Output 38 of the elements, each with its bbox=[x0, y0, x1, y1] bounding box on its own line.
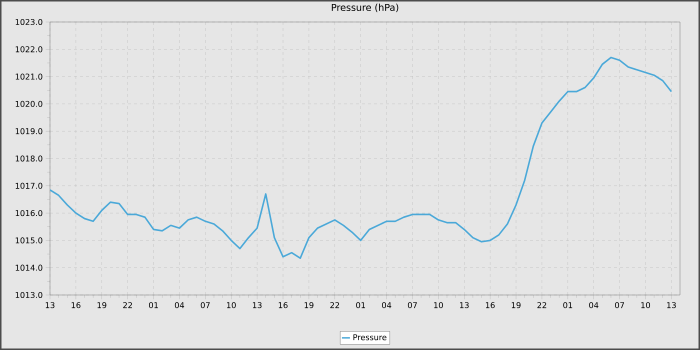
x-tick-label: 19 bbox=[512, 302, 521, 308]
x-tick-label: 22 bbox=[330, 302, 340, 308]
x-tick-label: 22 bbox=[123, 302, 132, 308]
x-tick-label: 10 bbox=[227, 302, 236, 308]
y-tick-label: 1017.0 bbox=[16, 182, 42, 189]
x-tick-label: 04 bbox=[382, 302, 392, 308]
y-tick-label: 1019.0 bbox=[16, 128, 42, 134]
chart-title: Pressure (hPa) bbox=[332, 4, 398, 12]
x-tick-label: 13 bbox=[460, 302, 469, 308]
y-tick-label: 1023.0 bbox=[16, 18, 42, 26]
y-tick-label: 1021.0 bbox=[16, 74, 42, 80]
x-tick-label: 01 bbox=[356, 302, 366, 308]
x-tick-label: 10 bbox=[434, 302, 443, 308]
y-tick-label: 1020.0 bbox=[16, 100, 42, 107]
y-tick-label: 1013.0 bbox=[16, 292, 42, 298]
y-tick-label: 1016.0 bbox=[16, 210, 42, 216]
y-tick-label: 1018.0 bbox=[16, 155, 42, 162]
x-tick-label: 13 bbox=[46, 302, 54, 308]
x-tick-label: 13 bbox=[252, 302, 262, 308]
x-tick-label: 19 bbox=[304, 302, 314, 308]
x-tick-label: 07 bbox=[200, 302, 210, 308]
x-tick-label: 19 bbox=[98, 302, 106, 308]
x-tick-label: 22 bbox=[537, 302, 546, 308]
x-tick-label: 01 bbox=[563, 302, 572, 308]
y-tick-label: 1022.0 bbox=[16, 46, 42, 52]
x-tick-label: 01 bbox=[149, 302, 158, 308]
x-tick-label: 16 bbox=[278, 302, 288, 308]
x-tick-label: 04 bbox=[589, 302, 598, 308]
x-tick-label: 13 bbox=[667, 302, 676, 308]
x-tick-label: 10 bbox=[641, 302, 650, 308]
x-tick-label: 07 bbox=[408, 302, 417, 308]
legend-label: Pressure bbox=[353, 334, 386, 340]
x-tick-label: 07 bbox=[615, 302, 624, 308]
x-tick-label: 16 bbox=[72, 302, 80, 308]
x-tick-label: 16 bbox=[486, 302, 495, 308]
y-tick-label: 1015.0 bbox=[16, 237, 42, 244]
y-tick-label: 1014.0 bbox=[16, 264, 42, 271]
x-tick-label: 04 bbox=[174, 302, 184, 308]
